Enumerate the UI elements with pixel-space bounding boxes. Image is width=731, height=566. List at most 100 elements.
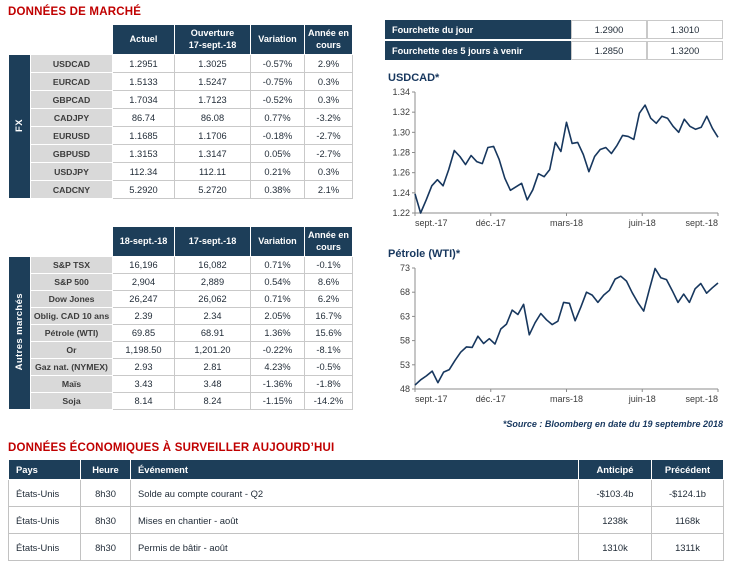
svg-text:48: 48	[400, 384, 410, 394]
econ-forecast: 1310k	[578, 533, 652, 561]
market-label: Soja	[30, 392, 113, 410]
fx-variation-value: 0.77%	[250, 108, 305, 127]
market-ytd-value: 8.6%	[304, 273, 353, 291]
fx-ytd-value: 0.3%	[304, 90, 353, 109]
fx-header-ytd: Année en cours	[304, 24, 353, 55]
daily-range-low: 1.2900	[571, 20, 647, 39]
market-value-2: 68.91	[174, 324, 251, 342]
fx-ytd-value: 2.9%	[304, 54, 353, 73]
econ-header-row: Pays Heure Événement Anticipé Précédent	[8, 459, 724, 480]
svg-text:sept.-18: sept.-18	[685, 218, 718, 228]
market-label: S&P TSX	[30, 256, 113, 274]
markets-header-date2: 17-sept.-18	[174, 226, 251, 257]
market-label: S&P 500	[30, 273, 113, 291]
fx-actuel-value: 1.7034	[112, 90, 175, 109]
market-ytd-value: 15.6%	[304, 324, 353, 342]
fx-header-ouverture: Ouverture 17-sept.-18	[174, 24, 251, 55]
table-row: Oblig. CAD 10 ans 2.39 2.34 2.05% 16.7%	[9, 307, 353, 325]
fx-ytd-value: 0.3%	[304, 72, 353, 91]
fx-pair-label: GBPCAD	[30, 90, 113, 109]
fx-actuel-value: 1.5133	[112, 72, 175, 91]
source-note: *Source : Bloomberg en date du 19 septem…	[502, 419, 723, 429]
fx-group-cell: FX	[8, 54, 31, 199]
table-row: Or 1,198.50 1,201.20 -0.22% -8.1%	[9, 341, 353, 359]
markets-header-variation: Variation	[250, 226, 305, 257]
market-label: Maïs	[30, 375, 113, 393]
fx-pair-label: USDJPY	[30, 162, 113, 181]
market-label: Dow Jones	[30, 290, 113, 308]
econ-header-event: Événement	[130, 459, 579, 480]
fx-pair-label: EURCAD	[30, 72, 113, 91]
markets-table-corner	[8, 226, 113, 257]
market-ytd-value: -14.2%	[304, 392, 353, 410]
market-value-1: 2.39	[112, 307, 175, 325]
market-value-2: 2.34	[174, 307, 251, 325]
econ-previous: -$124.1b	[651, 479, 724, 507]
table-row: Gaz nat. (NYMEX) 2.93 2.81 4.23% -0.5%	[9, 358, 353, 376]
market-ytd-value: -1.8%	[304, 375, 353, 393]
daily-range-row: Fourchette du jour 1.2900 1.3010	[385, 20, 723, 39]
fx-table-corner	[8, 24, 113, 55]
fx-pair-label: CADCNY	[30, 180, 113, 199]
fx-ytd-value: 0.3%	[304, 162, 353, 181]
svg-text:sept.-17: sept.-17	[415, 394, 448, 404]
econ-forecast: 1238k	[578, 506, 652, 534]
market-value-1: 16,196	[112, 256, 175, 274]
econ-header-previous: Précédent	[651, 459, 724, 480]
fx-ouverture-value: 112.11	[174, 162, 251, 181]
markets-group-label: Autres marchés	[14, 293, 25, 371]
fx-variation-value: 0.05%	[250, 144, 305, 163]
svg-text:1.30: 1.30	[392, 127, 410, 137]
fx-ytd-value: 2.1%	[304, 180, 353, 199]
fx-pair-label: GBPUSD	[30, 144, 113, 163]
market-value-1: 8.14	[112, 392, 175, 410]
svg-text:1.34: 1.34	[392, 87, 410, 97]
econ-country: États-Unis	[8, 479, 81, 507]
other-markets-table: 18-sept.-18 17-sept.-18 Variation Année …	[8, 226, 353, 410]
svg-text:68: 68	[400, 287, 410, 297]
econ-header-time: Heure	[80, 459, 131, 480]
fx-header-row: Actuel Ouverture 17-sept.-18 Variation A…	[8, 24, 353, 55]
markets-group-cell: Autres marchés	[8, 256, 31, 410]
econ-previous: 1168k	[651, 506, 724, 534]
markets-header-date1: 18-sept.-18	[112, 226, 175, 257]
econ-event: Mises en chantier - août	[130, 506, 579, 534]
market-ytd-value: -8.1%	[304, 341, 353, 359]
market-ytd-value: 16.7%	[304, 307, 353, 325]
wti-chart: 48 53 58 63 68 73 sept.-17 déc.-17 mars-18 juin-1…	[400, 263, 719, 404]
econ-header-country: Pays	[8, 459, 81, 480]
svg-text:1.26: 1.26	[392, 168, 410, 178]
econ-time: 8h30	[80, 533, 131, 561]
table-row: GBPUSD 1.3153 1.3147 0.05% -2.7%	[9, 144, 353, 163]
market-variation-value: 0.71%	[250, 256, 305, 274]
econ-time: 8h30	[80, 506, 131, 534]
fx-ouverture-value: 1.3025	[174, 54, 251, 73]
econ-event: Permis de bâtir - août	[130, 533, 579, 561]
fx-ouverture-value: 1.3147	[174, 144, 251, 163]
market-variation-value: -1.15%	[250, 392, 305, 410]
market-value-2: 16,082	[174, 256, 251, 274]
economic-events-table: Pays Heure Événement Anticipé Précédent …	[8, 459, 724, 561]
fx-variation-value: 0.21%	[250, 162, 305, 181]
econ-country: États-Unis	[8, 533, 81, 561]
svg-text:58: 58	[400, 336, 410, 346]
table-row: EURCAD 1.5133 1.5247 -0.75% 0.3%	[9, 72, 353, 91]
market-value-1: 3.43	[112, 375, 175, 393]
market-value-1: 1,198.50	[112, 341, 175, 359]
svg-text:1.22: 1.22	[392, 208, 410, 218]
fx-ytd-value: -2.7%	[304, 126, 353, 145]
econ-event: Solde au compte courant - Q2	[130, 479, 579, 507]
market-variation-value: 1.36%	[250, 324, 305, 342]
wti-chart-title: Pétrole (WTI)*	[388, 248, 461, 260]
fx-actuel-value: 112.34	[112, 162, 175, 181]
market-variation-value: 0.71%	[250, 290, 305, 308]
fx-variation-value: -0.52%	[250, 90, 305, 109]
fx-table: Actuel Ouverture 17-sept.-18 Variation A…	[8, 24, 353, 199]
fx-pair-label: EURUSD	[30, 126, 113, 145]
fx-ouverture-value: 5.2720	[174, 180, 251, 199]
market-value-1: 2,904	[112, 273, 175, 291]
fx-variation-value: -0.75%	[250, 72, 305, 91]
table-row: CADJPY 86.74 86.08 0.77% -3.2%	[9, 108, 353, 127]
svg-text:déc.-17: déc.-17	[476, 218, 506, 228]
